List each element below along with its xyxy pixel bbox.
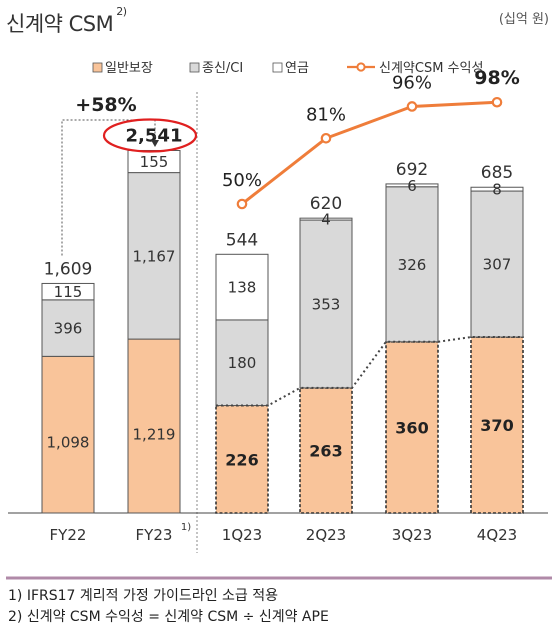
bar-value-4q23-3: 8 xyxy=(492,181,502,199)
footnotes: 1) IFRS17 계리적 가정 가이드라인 소급 적용 2) 신계약 CSM … xyxy=(8,586,329,628)
bar-value-4q23-2: 307 xyxy=(483,256,512,274)
bar-value-2q23-3: 4 xyxy=(321,211,331,229)
bar-value-1q23-2: 180 xyxy=(228,354,257,372)
footnote-2: 2) 신계약 CSM 수익성 = 신계약 CSM ÷ 신계약 APE xyxy=(8,609,329,625)
bar-segment-4q23-2 xyxy=(470,190,524,338)
bar-segment-1q23-2 xyxy=(215,319,269,407)
line-label-2q23: 81% xyxy=(306,104,346,125)
footnote-1: 1) IFRS17 계리적 가정 가이드라인 소급 적용 xyxy=(8,588,278,604)
bar-segment-3q23-2 xyxy=(385,186,439,343)
line-point-2q23 xyxy=(320,132,332,144)
bar-value-fy22-2: 396 xyxy=(54,320,83,338)
bar-segment-fy23-2 xyxy=(127,172,181,340)
bar-value-fy22-1: 1,098 xyxy=(47,434,90,452)
legend-line-marker xyxy=(356,62,366,72)
line-label-4q23: 98% xyxy=(474,67,519,89)
profitability-line xyxy=(241,100,498,206)
bar-segment-3q23-3 xyxy=(385,183,439,188)
growth-bracket xyxy=(61,119,156,256)
bar-total-fy23: 2,541 xyxy=(126,125,183,146)
bar-total-1q23: 544 xyxy=(226,230,258,250)
growth-label: +58% xyxy=(75,94,136,116)
bar-total-3q23: 692 xyxy=(396,160,428,180)
bar-segment-1q23-1 xyxy=(215,404,269,514)
x-tick-fy23: FY23 xyxy=(136,526,173,544)
bar-total-2q23: 620 xyxy=(310,194,342,214)
x-tick-2q23: 2Q23 xyxy=(306,526,346,544)
unit-label: (십억 원) xyxy=(498,12,549,27)
bar-value-3q23-1: 360 xyxy=(395,418,428,437)
bar-value-1q23-3: 138 xyxy=(228,279,257,297)
bar-segment-fy22-1 xyxy=(41,355,95,514)
bar-value-fy23-1: 1,219 xyxy=(133,426,176,444)
line-point-4q23 xyxy=(491,96,503,108)
bar-segment-2q23-1 xyxy=(299,387,353,514)
highlight-ellipse xyxy=(102,118,198,153)
x-tick-1q23: 1Q23 xyxy=(222,526,262,544)
bar-value-fy22-3: 115 xyxy=(54,283,83,301)
legend-label-3: 연금 xyxy=(285,61,309,76)
title-footnote-mark: 2) xyxy=(116,5,127,18)
bar-value-4q23-1: 370 xyxy=(480,416,513,435)
line-point-1q23 xyxy=(236,198,248,210)
bar-value-1q23-1: 226 xyxy=(225,450,258,469)
bar-segment-fy23-1 xyxy=(127,338,181,514)
bar-value-3q23-3: 6 xyxy=(407,177,417,195)
bar-total-fy22: 1,609 xyxy=(44,259,93,279)
bar-total-4q23: 685 xyxy=(481,163,513,183)
legend-label-2: 종신/CI xyxy=(202,61,243,76)
bar-segment-4q23-3 xyxy=(470,186,524,192)
chart-title: 신계약 CSM2) xyxy=(6,5,127,38)
bar-value-2q23-2: 353 xyxy=(312,295,341,313)
bar-value-fy23-3: 155 xyxy=(140,153,169,171)
bar-value-2q23-1: 263 xyxy=(309,441,342,460)
x-tick-fy22: FY22 xyxy=(50,526,87,544)
bar-segment-fy22-3 xyxy=(41,282,95,301)
title-text: 신계약 CSM xyxy=(6,12,114,36)
csm-chart: 일반보장 종신/CI 연금 신계약CSM 수익성 1,098 396 115 1,609 FY2… xyxy=(6,61,552,580)
growth-arrowhead xyxy=(151,140,159,147)
bar-segment-2q23-3 xyxy=(299,217,353,221)
legend-swatch-1 xyxy=(92,62,103,73)
x-tick-4q23: 4Q23 xyxy=(477,526,517,544)
line-label-1q23: 50% xyxy=(222,170,262,191)
bar-value-3q23-2: 326 xyxy=(398,256,427,274)
line-label-3q23: 96% xyxy=(392,72,432,93)
bar-segment-1q23-3 xyxy=(215,253,269,321)
legend-swatch-2 xyxy=(189,62,200,73)
line-point-3q23 xyxy=(406,101,418,112)
legend-label-1: 일반보장 xyxy=(105,61,153,76)
x-tick-note-fy23: 1) xyxy=(181,522,191,533)
legend-swatch-3 xyxy=(272,62,283,73)
bar-value-fy23-2: 1,167 xyxy=(133,247,176,265)
x-tick-3q23: 3Q23 xyxy=(392,526,432,544)
legend-label-4: 신계약CSM 수익성 xyxy=(379,61,483,76)
bar-segment-2q23-2 xyxy=(299,219,353,389)
